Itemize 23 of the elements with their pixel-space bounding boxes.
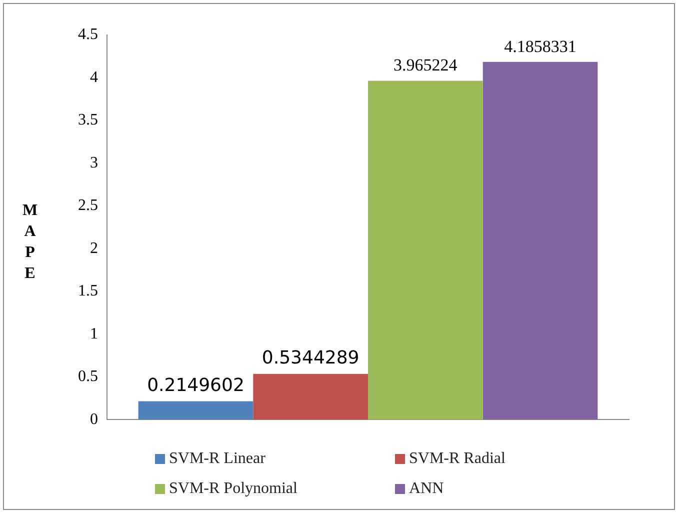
y-tick-label: 4 [90,68,98,86]
y-tick-label: 2.5 [78,197,98,214]
legend-label: SVM-R Radial [409,450,506,468]
bar [482,62,598,420]
data-label: 0.2149602 [147,374,244,396]
y-tick-label: 1 [90,325,98,342]
y-tick-label: 3 [90,154,98,172]
bar [253,374,368,420]
legend-label: ANN [409,480,444,498]
bar [138,401,254,420]
y-tick-label: 1.5 [78,282,98,300]
y-tick-label: 3.5 [78,112,98,129]
data-label: 3.965224 [394,56,458,75]
data-label: 4.1858331 [504,36,576,56]
legend-label: SVM-R Linear [169,450,266,468]
y-axis-title: MAPE [22,201,38,284]
y-tick-label: 0 [90,410,98,428]
bar [368,80,483,420]
y-tick-label: 2 [90,240,98,257]
legend-label: SVM-R Polynomial [169,480,298,498]
y-tick-label: 4.5 [78,26,98,44]
data-label: 0.5344289 [262,348,360,369]
y-tick-label: 0.5 [78,368,98,386]
